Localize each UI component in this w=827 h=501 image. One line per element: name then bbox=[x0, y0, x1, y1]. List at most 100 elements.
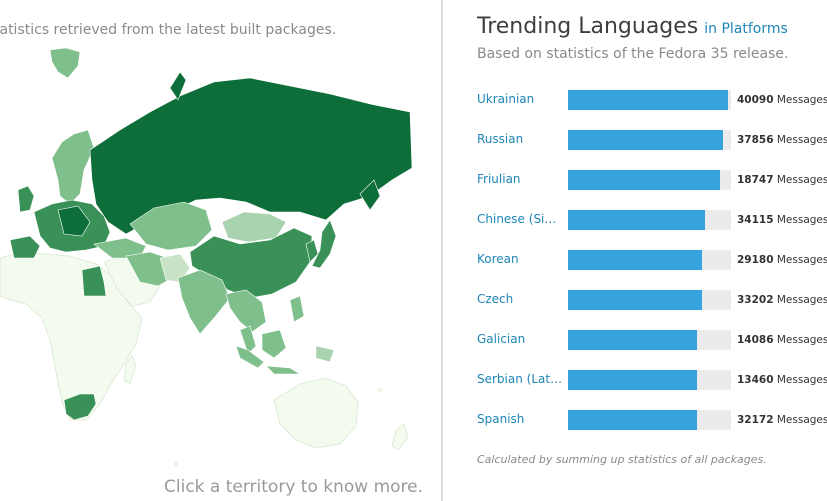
progress-bar bbox=[568, 370, 731, 390]
map-territory-indonesia-sumatra[interactable] bbox=[235, 345, 265, 369]
progress-bar-fill bbox=[568, 410, 697, 430]
language-row[interactable]: Friulian 18747 Messages bbox=[477, 170, 827, 190]
progress-bar bbox=[568, 130, 731, 150]
progress-bar bbox=[568, 330, 731, 350]
language-link[interactable]: Serbian (Latin) bbox=[477, 372, 563, 386]
platforms-link[interactable]: in Platforms bbox=[704, 21, 788, 37]
language-link[interactable]: Russian bbox=[477, 132, 524, 146]
map-territory-indonesia-java[interactable] bbox=[265, 365, 302, 375]
message-count: 34115 Messages bbox=[737, 214, 827, 226]
map-caption: tatistics retrieved from the latest buil… bbox=[0, 22, 337, 38]
panel-title: Trending Languages in Platforms bbox=[477, 14, 788, 39]
map-territory-india[interactable] bbox=[177, 269, 231, 335]
map-territory-indonesia-borneo[interactable] bbox=[261, 329, 287, 359]
trending-languages-panel: Trending Languages in Platforms Based on … bbox=[477, 0, 827, 501]
progress-bar-fill bbox=[568, 370, 697, 390]
message-count: 32172 Messages bbox=[737, 414, 827, 426]
map-territory-kamchatka[interactable] bbox=[359, 179, 381, 211]
map-territory-pakistan[interactable] bbox=[159, 253, 191, 283]
language-row[interactable]: Korean 29180 Messages bbox=[477, 250, 827, 270]
message-count: 18747 Messages bbox=[737, 174, 827, 186]
progress-bar bbox=[568, 250, 731, 270]
progress-bar-fill bbox=[568, 130, 723, 150]
map-territory-iberia[interactable] bbox=[9, 235, 41, 259]
message-count-unit: Messages bbox=[776, 94, 827, 106]
map-territory-uk[interactable] bbox=[17, 185, 35, 213]
message-count: 40090 Messages bbox=[737, 94, 827, 106]
progress-bar bbox=[568, 290, 731, 310]
map-territory-island[interactable] bbox=[173, 461, 179, 467]
progress-bar bbox=[568, 90, 731, 110]
message-count-unit: Messages bbox=[776, 134, 827, 146]
language-link[interactable]: Korean bbox=[477, 252, 519, 266]
language-row[interactable]: Czech 33202 Messages bbox=[477, 290, 827, 310]
language-row[interactable]: Ukrainian 40090 Messages bbox=[477, 90, 827, 110]
message-count-value: 29180 bbox=[737, 254, 774, 266]
message-count-value: 13460 bbox=[737, 374, 774, 386]
panel-title-text: Trending Languages bbox=[477, 14, 699, 39]
language-link[interactable]: Chinese (Simplified) bbox=[477, 212, 563, 226]
message-count: 29180 Messages bbox=[737, 254, 827, 266]
message-count-unit: Messages bbox=[776, 214, 827, 226]
progress-bar bbox=[568, 170, 731, 190]
language-row[interactable]: Chinese (Simplified) 34115 Messages bbox=[477, 210, 827, 230]
world-map[interactable] bbox=[0, 0, 441, 501]
progress-bar-fill bbox=[568, 90, 728, 110]
message-count-value: 14086 bbox=[737, 334, 774, 346]
map-territory-africa[interactable] bbox=[0, 251, 143, 421]
map-hint: Click a territory to know more. bbox=[164, 477, 424, 497]
map-territory-scandinavia[interactable] bbox=[51, 129, 95, 205]
map-territory-greenland[interactable] bbox=[49, 47, 81, 79]
progress-bar-fill bbox=[568, 290, 702, 310]
message-count-unit: Messages bbox=[776, 294, 827, 306]
message-count-unit: Messages bbox=[776, 334, 827, 346]
language-row[interactable]: Serbian (Latin) 13460 Messages bbox=[477, 370, 827, 390]
map-territory-new-zealand[interactable] bbox=[391, 423, 409, 451]
message-count-value: 32172 bbox=[737, 414, 774, 426]
map-territory-japan[interactable] bbox=[311, 219, 337, 269]
map-territory-russia[interactable] bbox=[89, 77, 413, 235]
language-row[interactable]: Spanish 32172 Messages bbox=[477, 410, 827, 430]
language-link[interactable]: Ukrainian bbox=[477, 92, 535, 106]
message-count: 33202 Messages bbox=[737, 294, 827, 306]
map-territory-malaysia[interactable] bbox=[239, 325, 257, 355]
map-territory-southeast-asia[interactable] bbox=[225, 289, 267, 333]
message-count-value: 33202 bbox=[737, 294, 774, 306]
message-count: 13460 Messages bbox=[737, 374, 827, 386]
message-count-unit: Messages bbox=[776, 374, 827, 386]
progress-bar bbox=[568, 410, 731, 430]
language-link[interactable]: Friulian bbox=[477, 172, 521, 186]
map-territory-australia[interactable] bbox=[273, 377, 359, 449]
progress-bar bbox=[568, 210, 731, 230]
panel-divider bbox=[441, 0, 443, 501]
message-count-unit: Messages bbox=[776, 254, 827, 266]
map-territory-kazakhstan[interactable] bbox=[129, 201, 213, 251]
message-count-unit: Messages bbox=[776, 174, 827, 186]
language-link[interactable]: Galician bbox=[477, 332, 526, 346]
map-territory-turkey[interactable] bbox=[93, 237, 147, 259]
map-territory-philippines[interactable] bbox=[289, 295, 305, 323]
language-row[interactable]: Russian 37856 Messages bbox=[477, 130, 827, 150]
message-count-value: 18747 bbox=[737, 174, 774, 186]
language-link[interactable]: Spanish bbox=[477, 412, 525, 426]
message-count-value: 34115 bbox=[737, 214, 774, 226]
map-territory-south-africa[interactable] bbox=[63, 393, 97, 421]
message-count: 37856 Messages bbox=[737, 134, 827, 146]
message-count-value: 37856 bbox=[737, 134, 774, 146]
language-row[interactable]: Galician 14086 Messages bbox=[477, 330, 827, 350]
map-territory-mongolia[interactable] bbox=[221, 211, 287, 243]
progress-bar-fill bbox=[568, 210, 705, 230]
map-territory-papua[interactable] bbox=[315, 345, 335, 363]
map-territory-island[interactable] bbox=[377, 387, 383, 393]
progress-bar-fill bbox=[568, 330, 697, 350]
map-panel: tatistics retrieved from the latest buil… bbox=[0, 0, 441, 501]
map-territory-novaya-zemlya[interactable] bbox=[169, 71, 187, 101]
language-link[interactable]: Czech bbox=[477, 292, 514, 306]
panel-footnote: Calculated by summing up statistics of a… bbox=[477, 453, 767, 466]
map-territory-madagascar[interactable] bbox=[123, 355, 137, 385]
panel-subtitle: Based on statistics of the Fedora 35 rel… bbox=[477, 46, 789, 62]
map-territory-egypt[interactable] bbox=[81, 265, 107, 297]
message-count-unit: Messages bbox=[776, 414, 827, 426]
map-territory-central-europe[interactable] bbox=[57, 205, 91, 237]
progress-bar-fill bbox=[568, 250, 702, 270]
